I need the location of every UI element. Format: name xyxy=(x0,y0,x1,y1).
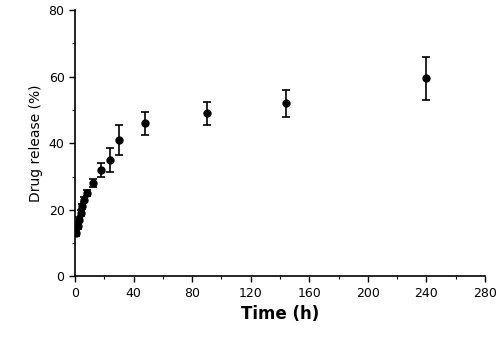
X-axis label: Time (h): Time (h) xyxy=(241,305,319,323)
Y-axis label: Drug release (%): Drug release (%) xyxy=(29,85,43,202)
